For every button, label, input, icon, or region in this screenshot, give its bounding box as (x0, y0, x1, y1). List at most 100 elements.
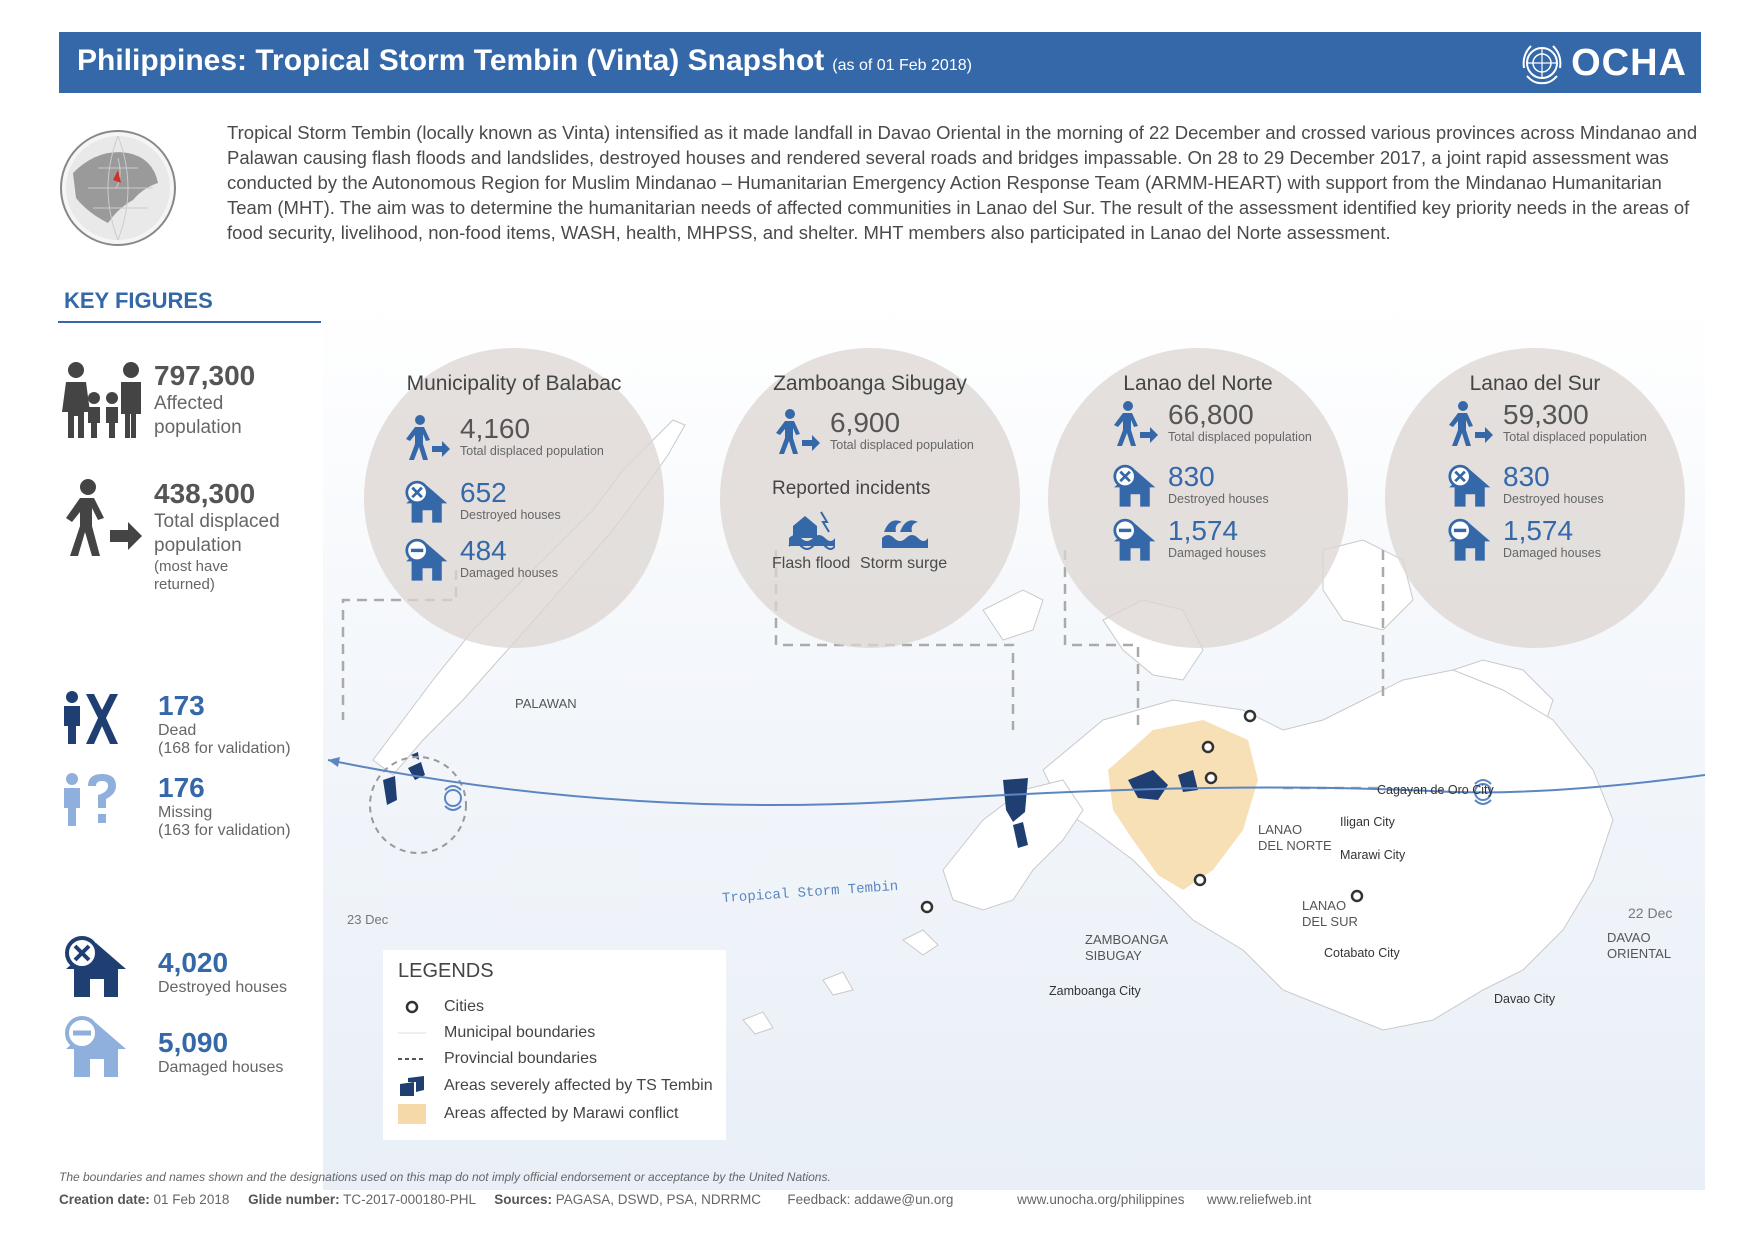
balabac-destroyed-row: 652 Destroyed houses (402, 478, 561, 526)
damaged-label: Damaged houses (158, 1059, 284, 1076)
lanao-sur-displaced-row: 59,300 Total displaced population (1445, 400, 1647, 448)
city-davao: Davao City (1494, 992, 1556, 1006)
label-lanao-del-norte: LANAO DEL NORTE (1258, 822, 1332, 853)
bubble-zamboanga-sibugay: Zamboanga Sibugay 6,900 Total displaced p… (720, 348, 1020, 648)
lanao-sur-destroyed-row: 830 Destroyed houses (1445, 462, 1604, 510)
label-22-dec: 22 Dec (1628, 905, 1673, 921)
bubble-balabac: Municipality of Balabac 4,160 Total displ… (364, 348, 664, 648)
flash-flood-icon (788, 511, 836, 550)
municipal-boundary-icon (398, 1032, 426, 1034)
affected-label: Affected (154, 393, 224, 414)
sources: PAGASA, DSWD, PSA, NDRRMC (555, 1192, 762, 1207)
affected-label-2: population (154, 417, 242, 438)
header-bar: Philippines: Tropical Storm Tembin (Vint… (59, 32, 1701, 93)
bubble-lanao-del-norte: Lanao del Norte 66,800 Total displaced po… (1048, 348, 1348, 648)
destroyed-house-icon (405, 480, 448, 523)
lanao-sur-damaged-row: 1,574 Damaged houses (1445, 516, 1601, 564)
storm-surge-incident: Storm surge (860, 508, 947, 573)
bubble-balabac-title: Municipality of Balabac (406, 372, 622, 395)
reliefweb-link[interactable]: www.reliefweb.int (1207, 1192, 1312, 1207)
destroyed-house-icon (1448, 464, 1491, 507)
ocha-logo: OCHA (1519, 40, 1687, 86)
lanao-norte-destroyed-row: 830 Destroyed houses (1110, 462, 1269, 510)
missing-icon (64, 773, 116, 826)
legend-item-provincial: Provincial boundaries (398, 1050, 597, 1068)
damaged-value: 5,090 (158, 1027, 229, 1058)
dead-label: Dead (158, 722, 197, 739)
storm-surge-icon (881, 520, 928, 548)
displaced-person-icon (1449, 401, 1493, 446)
reported-incidents-title: Reported incidents (772, 478, 931, 499)
label-zamboanga-sibugay: ZAMBOANGA SIBUGAY (1085, 932, 1169, 963)
balabac-displaced-row: 4,160 Total displaced population (402, 414, 604, 462)
glide-number: TC-2017-000180-PHL (343, 1192, 476, 1207)
creation-date: 01 Feb 2018 (153, 1192, 230, 1207)
footer-bar: Creation date: 01 Feb 2018 Glide number:… (59, 1192, 1312, 1207)
flash-flood-incident: Flash flood (772, 508, 850, 573)
city-marker-icon (405, 1000, 419, 1014)
key-figures-divider (58, 321, 321, 323)
damaged-house-icon (1113, 518, 1156, 561)
destroyed-label: Destroyed houses (158, 979, 287, 996)
displaced-label-2: population (154, 535, 242, 556)
missing-note: (163 for validation) (158, 822, 291, 839)
bubble-lanao-sur-title: Lanao del Sur (1469, 372, 1601, 395)
displaced-person-icon (1114, 401, 1158, 446)
city-cotabato: Cotabato City (1324, 946, 1400, 960)
zamboanga-displaced-row: 6,900 Total displaced population (772, 408, 974, 456)
destroyed-house-icon (65, 936, 126, 997)
displaced-label: Total displaced (154, 511, 280, 532)
destroyed-value: 4,020 (158, 947, 229, 978)
label-23-dec: 23 Dec (347, 912, 389, 927)
page-title: Philippines: Tropical Storm Tembin (Vint… (77, 44, 972, 77)
label-lanao-del-sur: LANAO DEL SUR (1302, 898, 1358, 929)
label-palawan: PALAWAN (515, 696, 577, 711)
city-marawi: Marawi City (1340, 848, 1406, 862)
map-legend: LEGENDS Cities Municipal boundaries Prov… (383, 950, 726, 1140)
storm-symbol-icon (444, 785, 462, 811)
damaged-house-icon (405, 538, 448, 581)
displaced-value: 438,300 (154, 478, 256, 509)
marawi-area-swatch-icon (398, 1104, 426, 1124)
city-zamboanga: Zamboanga City (1049, 984, 1141, 998)
disclaimer: The boundaries and names shown and the d… (59, 1170, 831, 1184)
family-icon (62, 362, 141, 438)
bubble-lanao-norte-title: Lanao del Norte (1123, 372, 1273, 395)
balabac-damaged-row: 484 Damaged houses (402, 536, 558, 584)
displaced-note-2: returned) (154, 576, 215, 593)
severe-area-swatch-icon (400, 1076, 424, 1096)
missing-value: 176 (158, 772, 205, 803)
missing-label: Missing (158, 804, 213, 821)
provincial-boundary-icon (398, 1058, 426, 1060)
displaced-person-icon (66, 479, 142, 556)
feedback-email-link[interactable]: Feedback: addawe@un.org (787, 1192, 954, 1207)
un-emblem-icon (1522, 45, 1562, 85)
lanao-norte-displaced-row: 66,800 Total displaced population (1110, 400, 1312, 448)
ocha-wordmark: OCHA (1571, 41, 1687, 84)
dead-note: (168 for validation) (158, 740, 291, 757)
label-davao-oriental: DAVAO ORIENTAL (1607, 930, 1672, 961)
lanao-norte-damaged-row: 1,574 Damaged houses (1110, 516, 1266, 564)
displaced-person-icon (776, 409, 820, 454)
legend-item-cities: Cities (398, 998, 484, 1016)
legend-item-severe: Areas severely affected by TS Tembin (398, 1076, 713, 1096)
intro-paragraph: Tropical Storm Tembin (locally known as … (227, 122, 1698, 243)
unocha-link[interactable]: www.unocha.org/philippines (1017, 1192, 1185, 1207)
legend-item-municipal: Municipal boundaries (398, 1024, 595, 1042)
key-figures-title: KEY FIGURES (64, 288, 213, 313)
bubble-zamboanga-title: Zamboanga Sibugay (773, 372, 967, 395)
damaged-house-icon (1448, 518, 1491, 561)
affected-value: 797,300 (154, 360, 256, 391)
destroyed-house-icon (1113, 464, 1156, 507)
city-cagayan-de-oro: Cagayan de Oro City (1377, 783, 1494, 797)
storm-symbol-icon-2 (1474, 779, 1492, 805)
legend-title: LEGENDS (398, 960, 494, 982)
as-of-date: (as of 01 Feb 2018) (832, 57, 972, 74)
dead-icon (64, 691, 118, 744)
damaged-house-icon (65, 1016, 126, 1077)
displaced-person-icon (406, 415, 450, 460)
dead-value: 173 (158, 690, 205, 721)
bubble-lanao-del-sur: Lanao del Sur 59,300 Total displaced popu… (1385, 348, 1685, 648)
globe-locator-icon (60, 130, 176, 246)
displaced-note: (most have (154, 558, 229, 575)
